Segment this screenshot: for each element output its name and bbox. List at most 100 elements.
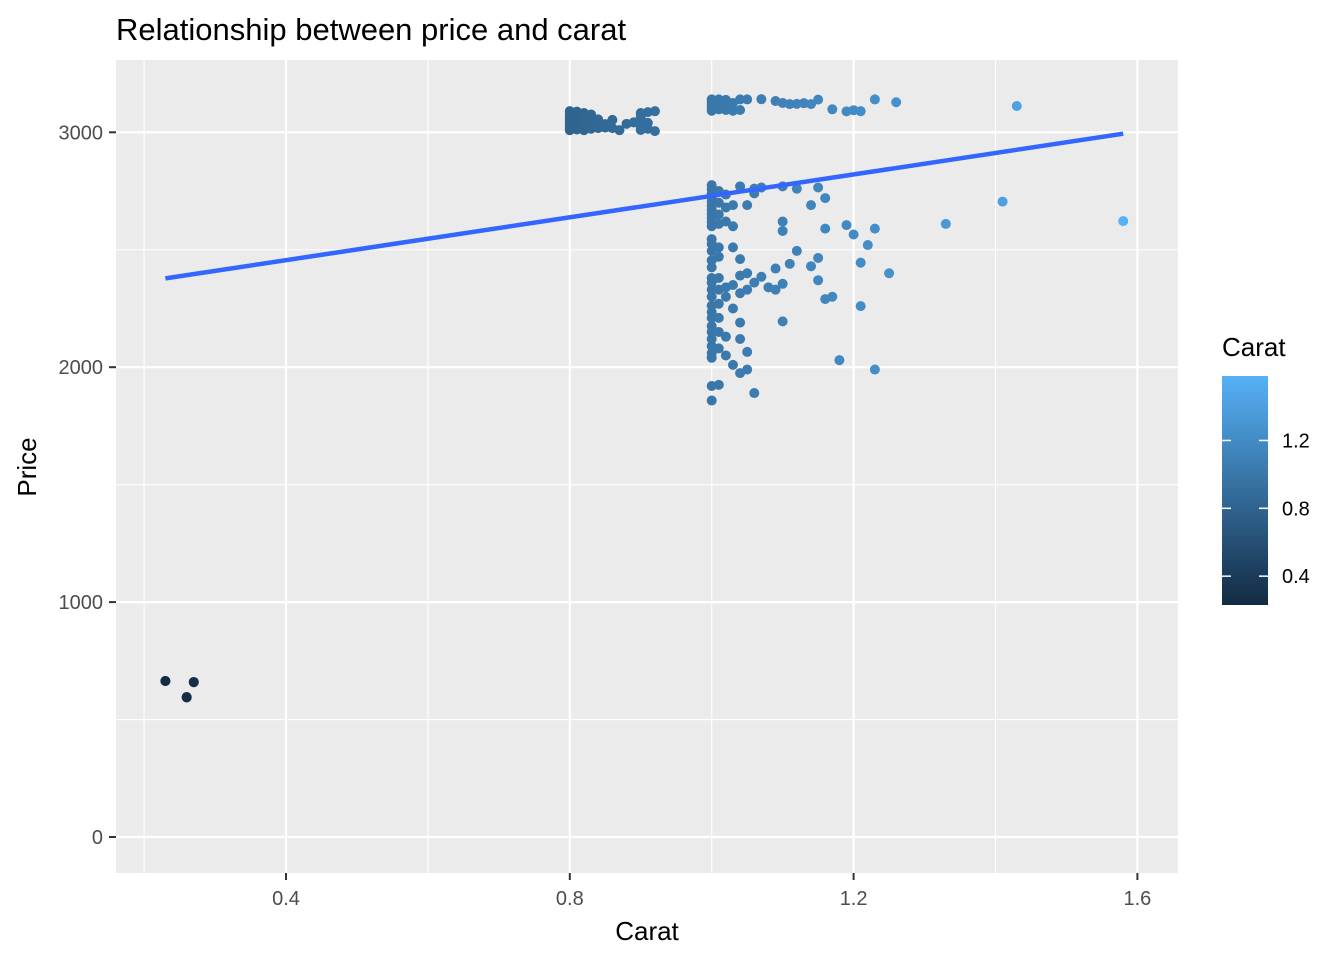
data-point — [649, 126, 660, 137]
data-point — [1118, 216, 1129, 227]
data-point — [706, 326, 717, 337]
data-point — [706, 334, 717, 345]
data-point — [749, 388, 760, 399]
data-point — [756, 271, 767, 282]
data-point — [735, 104, 746, 115]
y-axis-title: Price — [12, 437, 42, 496]
data-point — [706, 312, 717, 323]
data-point — [855, 106, 866, 117]
data-point — [806, 200, 817, 211]
data-point — [735, 181, 746, 192]
trend-line — [165, 131, 1124, 281]
data-point — [713, 379, 724, 390]
data-point — [777, 316, 788, 327]
data-point — [727, 242, 738, 253]
data-point — [649, 106, 660, 117]
data-point — [742, 94, 753, 105]
legend-colorbar — [1222, 376, 1268, 605]
data-point — [713, 251, 724, 262]
data-point — [727, 221, 738, 232]
data-point — [727, 200, 738, 211]
x-tick-label: 0.4 — [272, 888, 300, 910]
data-point — [742, 268, 753, 279]
data-point — [720, 291, 731, 302]
data-point — [706, 352, 717, 363]
data-point — [713, 326, 724, 337]
data-point — [720, 331, 731, 342]
data-point — [777, 216, 788, 227]
data-point — [706, 291, 717, 302]
y-tick-label: 2000 — [59, 357, 104, 379]
data-point — [813, 182, 824, 193]
data-point — [642, 117, 653, 128]
data-point — [827, 104, 838, 115]
data-point — [713, 94, 724, 105]
data-point — [181, 692, 192, 703]
data-point — [869, 223, 880, 234]
data-point — [756, 94, 767, 105]
data-point — [777, 278, 788, 289]
data-point — [813, 94, 824, 105]
major-gridlines — [116, 60, 1178, 873]
legend-tick-label: 1.2 — [1282, 430, 1310, 452]
x-axis: 0.4 0.8 1.2 1.6 — [272, 873, 1151, 910]
data-point — [720, 350, 731, 361]
data-point — [891, 97, 902, 108]
data-point — [735, 254, 746, 265]
data-point — [784, 99, 795, 110]
data-point — [997, 196, 1008, 207]
y-tick-label: 1000 — [59, 592, 104, 614]
data-point — [869, 364, 880, 375]
data-point — [735, 94, 746, 105]
data-point — [564, 106, 575, 117]
data-point — [713, 272, 724, 283]
data-point — [713, 343, 724, 354]
x-tick-label: 0.8 — [556, 888, 584, 910]
data-point — [820, 193, 831, 204]
x-tick-label: 1.2 — [840, 888, 868, 910]
y-axis: 0 1000 2000 3000 — [59, 122, 116, 849]
data-point — [713, 312, 724, 323]
data-point — [735, 334, 746, 345]
data-point — [586, 109, 597, 120]
data-point — [806, 261, 817, 272]
data-point — [607, 114, 618, 125]
plot-panel — [116, 60, 1178, 873]
data-point — [735, 317, 746, 328]
y-tick-label: 0 — [92, 827, 103, 849]
data-point — [713, 209, 724, 220]
legend-tick-label: 0.4 — [1282, 566, 1310, 588]
data-point — [841, 220, 852, 231]
data-point — [706, 395, 717, 406]
data-point — [791, 245, 802, 256]
data-point — [1011, 100, 1022, 111]
data-point — [614, 125, 625, 136]
data-point — [855, 257, 866, 268]
data-point — [813, 275, 824, 286]
data-point — [784, 258, 795, 269]
data-point — [727, 279, 738, 290]
data-point — [777, 225, 788, 236]
data-point — [742, 200, 753, 211]
trend-line-group — [165, 131, 1124, 281]
data-point — [742, 284, 753, 295]
data-point — [593, 114, 604, 125]
legend-title: Carat — [1222, 332, 1286, 362]
data-point — [813, 252, 824, 263]
data-point — [706, 277, 717, 288]
data-point — [862, 240, 873, 251]
data-point — [820, 223, 831, 234]
data-point — [827, 291, 838, 302]
data-point — [713, 197, 724, 208]
chart-title: Relationship between price and carat — [116, 12, 626, 47]
data-point — [848, 229, 859, 240]
data-point — [727, 359, 738, 370]
data-point — [713, 242, 724, 253]
y-tick-label: 3000 — [59, 122, 104, 144]
legend-ticks: 0.4 0.8 1.2 — [1222, 430, 1310, 588]
x-tick-label: 1.6 — [1123, 888, 1151, 910]
data-point — [884, 268, 895, 279]
data-point — [742, 346, 753, 357]
color-legend: Carat 0.4 0.8 1.2 — [1222, 332, 1310, 605]
